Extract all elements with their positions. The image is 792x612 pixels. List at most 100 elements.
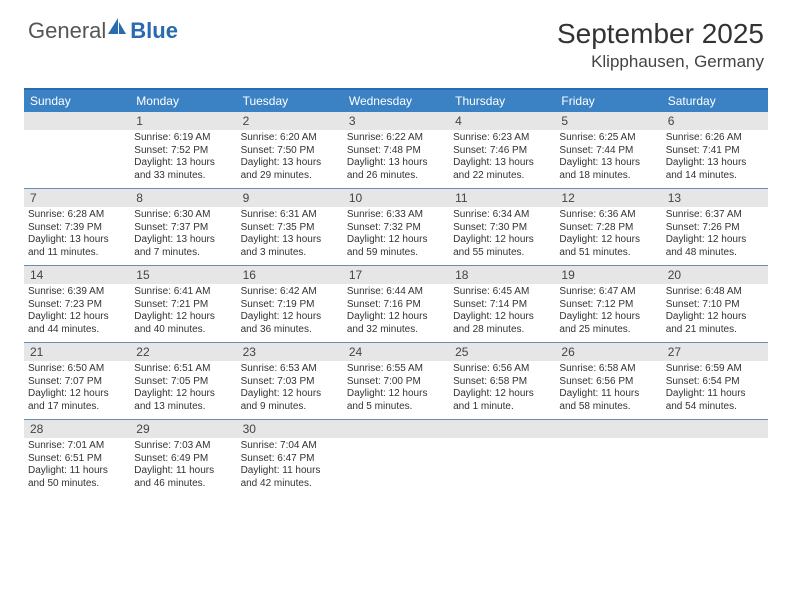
day-cell: Sunrise: 6:41 AMSunset: 7:21 PMDaylight:…	[130, 284, 236, 342]
daylight-1: Daylight: 12 hours	[347, 311, 445, 324]
sunrise: Sunrise: 6:53 AM	[241, 363, 339, 376]
daylight-2: and 55 minutes.	[453, 247, 551, 260]
sunrise: Sunrise: 6:30 AM	[134, 209, 232, 222]
sunrise: Sunrise: 6:47 AM	[559, 286, 657, 299]
location: Klipphausen, Germany	[557, 52, 764, 72]
day-cell: Sunrise: 6:37 AMSunset: 7:26 PMDaylight:…	[662, 207, 768, 265]
day-number: 8	[130, 189, 236, 207]
daylight-2: and 7 minutes.	[134, 247, 232, 260]
day-cell: Sunrise: 6:50 AMSunset: 7:07 PMDaylight:…	[24, 361, 130, 419]
day-number: 16	[237, 266, 343, 284]
day-cell: Sunrise: 6:59 AMSunset: 6:54 PMDaylight:…	[662, 361, 768, 419]
weekday-friday: Friday	[555, 90, 661, 112]
sunrise: Sunrise: 6:56 AM	[453, 363, 551, 376]
sunrise: Sunrise: 6:31 AM	[241, 209, 339, 222]
sunrise: Sunrise: 6:45 AM	[453, 286, 551, 299]
week-numbers: 78910111213	[24, 188, 768, 207]
day-cell: Sunrise: 6:31 AMSunset: 7:35 PMDaylight:…	[237, 207, 343, 265]
daylight-1: Daylight: 12 hours	[134, 388, 232, 401]
daylight-2: and 13 minutes.	[134, 401, 232, 414]
day-number: 30	[237, 420, 343, 438]
sunrise: Sunrise: 6:23 AM	[453, 132, 551, 145]
month-title: September 2025	[557, 18, 764, 50]
day-cell: Sunrise: 6:33 AMSunset: 7:32 PMDaylight:…	[343, 207, 449, 265]
daylight-2: and 25 minutes.	[559, 324, 657, 337]
sunrise: Sunrise: 7:01 AM	[28, 440, 126, 453]
weekday-monday: Monday	[130, 90, 236, 112]
sunset: Sunset: 7:50 PM	[241, 145, 339, 158]
daylight-1: Daylight: 12 hours	[241, 388, 339, 401]
daylight-1: Daylight: 13 hours	[666, 157, 764, 170]
daylight-1: Daylight: 13 hours	[347, 157, 445, 170]
day-cell: Sunrise: 7:01 AMSunset: 6:51 PMDaylight:…	[24, 438, 130, 496]
day-number: 19	[555, 266, 661, 284]
daylight-1: Daylight: 13 hours	[453, 157, 551, 170]
logo-word-1: General	[28, 18, 106, 44]
daylight-1: Daylight: 13 hours	[559, 157, 657, 170]
daylight-2: and 26 minutes.	[347, 170, 445, 183]
day-number: 11	[449, 189, 555, 207]
daylight-2: and 22 minutes.	[453, 170, 551, 183]
daylight-1: Daylight: 12 hours	[666, 311, 764, 324]
daylight-1: Daylight: 12 hours	[28, 311, 126, 324]
daylight-2: and 18 minutes.	[559, 170, 657, 183]
day-cell: Sunrise: 6:44 AMSunset: 7:16 PMDaylight:…	[343, 284, 449, 342]
day-cell: Sunrise: 6:26 AMSunset: 7:41 PMDaylight:…	[662, 130, 768, 188]
logo-word-2: Blue	[130, 18, 178, 44]
day-cell	[662, 438, 768, 496]
sunrise: Sunrise: 6:48 AM	[666, 286, 764, 299]
sunrise: Sunrise: 6:44 AM	[347, 286, 445, 299]
daylight-2: and 42 minutes.	[241, 478, 339, 491]
sunset: Sunset: 7:28 PM	[559, 222, 657, 235]
day-cell: Sunrise: 6:58 AMSunset: 6:56 PMDaylight:…	[555, 361, 661, 419]
daylight-2: and 1 minute.	[453, 401, 551, 414]
day-cell: Sunrise: 6:39 AMSunset: 7:23 PMDaylight:…	[24, 284, 130, 342]
day-number: 13	[662, 189, 768, 207]
day-cell: Sunrise: 7:04 AMSunset: 6:47 PMDaylight:…	[237, 438, 343, 496]
day-number: 28	[24, 420, 130, 438]
daylight-2: and 14 minutes.	[666, 170, 764, 183]
daylight-1: Daylight: 13 hours	[28, 234, 126, 247]
daylight-2: and 59 minutes.	[347, 247, 445, 260]
day-number: 27	[662, 343, 768, 361]
daylight-2: and 28 minutes.	[453, 324, 551, 337]
day-cell: Sunrise: 6:36 AMSunset: 7:28 PMDaylight:…	[555, 207, 661, 265]
sunset: Sunset: 7:23 PM	[28, 299, 126, 312]
weekday-wednesday: Wednesday	[343, 90, 449, 112]
week-row: Sunrise: 6:19 AMSunset: 7:52 PMDaylight:…	[24, 130, 768, 188]
day-cell: Sunrise: 6:23 AMSunset: 7:46 PMDaylight:…	[449, 130, 555, 188]
daylight-1: Daylight: 11 hours	[559, 388, 657, 401]
week-numbers: 21222324252627	[24, 342, 768, 361]
title-block: September 2025 Klipphausen, Germany	[557, 18, 764, 72]
sunrise: Sunrise: 6:39 AM	[28, 286, 126, 299]
weekday-saturday: Saturday	[662, 90, 768, 112]
day-number: 18	[449, 266, 555, 284]
day-cell: Sunrise: 6:47 AMSunset: 7:12 PMDaylight:…	[555, 284, 661, 342]
day-number: 25	[449, 343, 555, 361]
sunrise: Sunrise: 6:36 AM	[559, 209, 657, 222]
daylight-1: Daylight: 12 hours	[453, 388, 551, 401]
day-cell: Sunrise: 6:22 AMSunset: 7:48 PMDaylight:…	[343, 130, 449, 188]
sunset: Sunset: 7:21 PM	[134, 299, 232, 312]
sunset: Sunset: 7:00 PM	[347, 376, 445, 389]
daylight-2: and 54 minutes.	[666, 401, 764, 414]
day-cell: Sunrise: 6:55 AMSunset: 7:00 PMDaylight:…	[343, 361, 449, 419]
daylight-2: and 48 minutes.	[666, 247, 764, 260]
daylight-2: and 36 minutes.	[241, 324, 339, 337]
day-number: 29	[130, 420, 236, 438]
weekday-sunday: Sunday	[24, 90, 130, 112]
sunset: Sunset: 7:30 PM	[453, 222, 551, 235]
sunset: Sunset: 7:26 PM	[666, 222, 764, 235]
daylight-1: Daylight: 12 hours	[347, 234, 445, 247]
day-number: 2	[237, 112, 343, 130]
day-cell: Sunrise: 6:48 AMSunset: 7:10 PMDaylight:…	[662, 284, 768, 342]
sunset: Sunset: 6:49 PM	[134, 453, 232, 466]
daylight-2: and 50 minutes.	[28, 478, 126, 491]
daylight-2: and 9 minutes.	[241, 401, 339, 414]
daylight-1: Daylight: 11 hours	[134, 465, 232, 478]
daylight-2: and 5 minutes.	[347, 401, 445, 414]
sunrise: Sunrise: 6:51 AM	[134, 363, 232, 376]
weekday-header: SundayMondayTuesdayWednesdayThursdayFrid…	[24, 90, 768, 112]
daylight-2: and 40 minutes.	[134, 324, 232, 337]
day-number: 5	[555, 112, 661, 130]
